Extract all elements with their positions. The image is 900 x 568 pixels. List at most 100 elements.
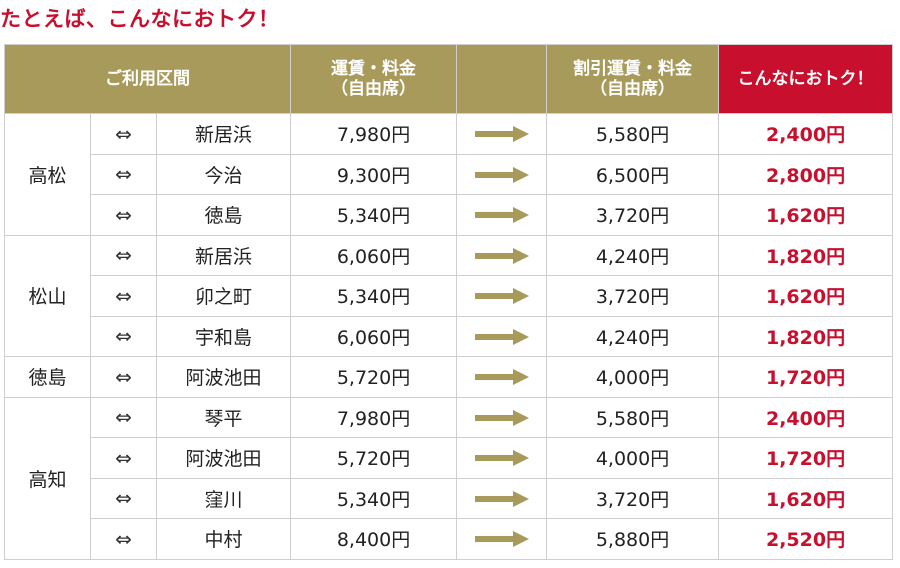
right-arrow-icon [474,449,529,467]
destination-station: 阿波池田 [155,356,292,398]
destination-station: 新居浜 [155,113,292,155]
origin-station: 松山 [4,234,91,357]
regular-fare: 7,980円 [290,396,458,438]
savings-amount: 1,820円 [718,234,894,276]
fare-table-body: 高松 ⇔ 新居浜 7,980円 5,580円 2,400円 ⇔ 今治 9,300円 6,500円 2… [4,113,894,560]
table-row: 高松 ⇔ 新居浜 7,980円 5,580円 2,400円 [4,113,894,236]
savings-amount: 2,400円 [718,113,894,155]
savings-amount: 1,720円 [718,437,894,479]
savings-amount: 2,800円 [718,153,894,195]
right-arrow-cell [456,396,548,438]
right-arrow-icon [474,125,529,143]
header-route-label: ご利用区間 [105,69,191,89]
right-arrow-cell [456,315,548,357]
regular-fare: 5,720円 [290,437,458,479]
bidirectional-arrow-glyph: ⇔ [115,445,132,470]
savings-amount: 1,620円 [718,275,894,317]
discount-fare: 4,240円 [546,234,720,276]
table-row: ⇔ 宇和島 6,060円 4,240円 1,820円 [5,315,894,357]
table-row: ⇔ 卯之町 5,340円 3,720円 1,620円 [5,275,894,317]
regular-fare: 9,300円 [290,153,458,195]
table-row: ⇔ 窪川 5,340円 3,720円 1,620円 [5,477,894,519]
right-arrow-cell [456,356,548,398]
table-row: 松山 ⇔ 新居浜 6,060円 4,240円 1,820円 [4,234,894,357]
discount-fare: 3,720円 [546,477,720,519]
discount-fare: 4,000円 [546,437,720,479]
header-discount-sublabel: （自由席） [590,79,676,99]
regular-fare: 8,400円 [290,518,458,560]
table-row: 高知 ⇔ 琴平 7,980円 5,580円 2,400円 [4,396,894,560]
bidirectional-arrow-icon: ⇔ [90,113,157,155]
right-arrow-icon [474,368,529,386]
header-arrow-spacer [456,44,548,114]
bidirectional-arrow-glyph: ⇔ [115,526,132,551]
bidirectional-arrow-glyph: ⇔ [115,324,132,349]
origin-station: 高松 [4,113,91,236]
right-arrow-icon [474,166,529,184]
regular-fare: 5,340円 [290,477,458,519]
savings-amount: 2,400円 [718,396,894,438]
bidirectional-arrow-glyph: ⇔ [115,486,132,511]
origin-station: 高知 [4,396,91,560]
savings-amount: 2,520円 [718,518,894,560]
table-row: ⇔ 今治 9,300円 6,500円 2,800円 [5,153,894,195]
bidirectional-arrow-icon: ⇔ [90,275,157,317]
bidirectional-arrow-glyph: ⇔ [115,283,132,308]
bidirectional-arrow-icon: ⇔ [90,477,157,519]
bidirectional-arrow-glyph: ⇔ [115,162,132,187]
bidirectional-arrow-icon: ⇔ [90,234,157,276]
right-arrow-icon [474,206,529,224]
destination-station: 卯之町 [155,275,292,317]
page-title: たとえば、こんなにおトク！ [0,7,280,31]
regular-fare: 5,340円 [290,194,458,236]
fare-table: ご利用区間 運賃・料金 （自由席） 割引運賃・料金 （自由席） こんなにおトク！… [3,44,894,560]
discount-fare: 5,580円 [546,396,720,438]
right-arrow-cell [456,477,548,519]
bidirectional-arrow-icon: ⇔ [90,315,157,357]
savings-amount: 1,720円 [718,356,894,398]
destination-station: 中村 [155,518,292,560]
right-arrow-icon [474,247,529,265]
right-arrow-icon [474,328,529,346]
header-savings: こんなにおトク！ [718,44,894,114]
discount-fare: 3,720円 [546,194,720,236]
savings-amount: 1,620円 [718,194,894,236]
destination-station: 新居浜 [155,234,292,276]
header-fare: 運賃・料金 （自由席） [290,44,458,114]
regular-fare: 5,720円 [290,356,458,398]
right-arrow-icon [474,530,529,548]
discount-fare: 5,880円 [546,518,720,560]
destination-station: 阿波池田 [155,437,292,479]
destination-station: 今治 [155,153,292,195]
right-arrow-icon [474,287,529,305]
right-arrow-cell [456,194,548,236]
table-row: ⇔ 中村 8,400円 5,880円 2,520円 [5,518,894,560]
right-arrow-cell [456,234,548,276]
right-arrow-cell [456,153,548,195]
regular-fare: 6,060円 [290,234,458,276]
destination-station: 窪川 [155,477,292,519]
header-fare-sublabel: （自由席） [331,79,417,99]
right-arrow-cell [456,275,548,317]
table-row: ⇔ 徳島 5,340円 3,720円 1,620円 [5,194,894,236]
bidirectional-arrow-glyph: ⇔ [115,405,132,430]
bidirectional-arrow-icon: ⇔ [90,396,157,438]
table-header-row: ご利用区間 運賃・料金 （自由席） 割引運賃・料金 （自由席） こんなにおトク！ [3,44,894,114]
destination-station: 琴平 [155,396,292,438]
discount-fare: 5,580円 [546,113,720,155]
origin-station: 徳島 [4,356,91,398]
discount-fare: 4,000円 [546,356,720,398]
header-discount-label: 割引運賃・料金 [573,59,693,79]
discount-fare: 6,500円 [546,153,720,195]
destination-station: 宇和島 [155,315,292,357]
regular-fare: 7,980円 [290,113,458,155]
right-arrow-cell [456,113,548,155]
discount-fare: 4,240円 [546,315,720,357]
header-route: ご利用区間 [3,44,292,114]
regular-fare: 6,060円 [290,315,458,357]
bidirectional-arrow-glyph: ⇔ [115,121,132,146]
table-row: 徳島 ⇔ 阿波池田 5,720円 4,000円 1,720円 [4,356,894,398]
right-arrow-icon [474,490,529,508]
discount-fare: 3,720円 [546,275,720,317]
right-arrow-icon [474,409,529,427]
